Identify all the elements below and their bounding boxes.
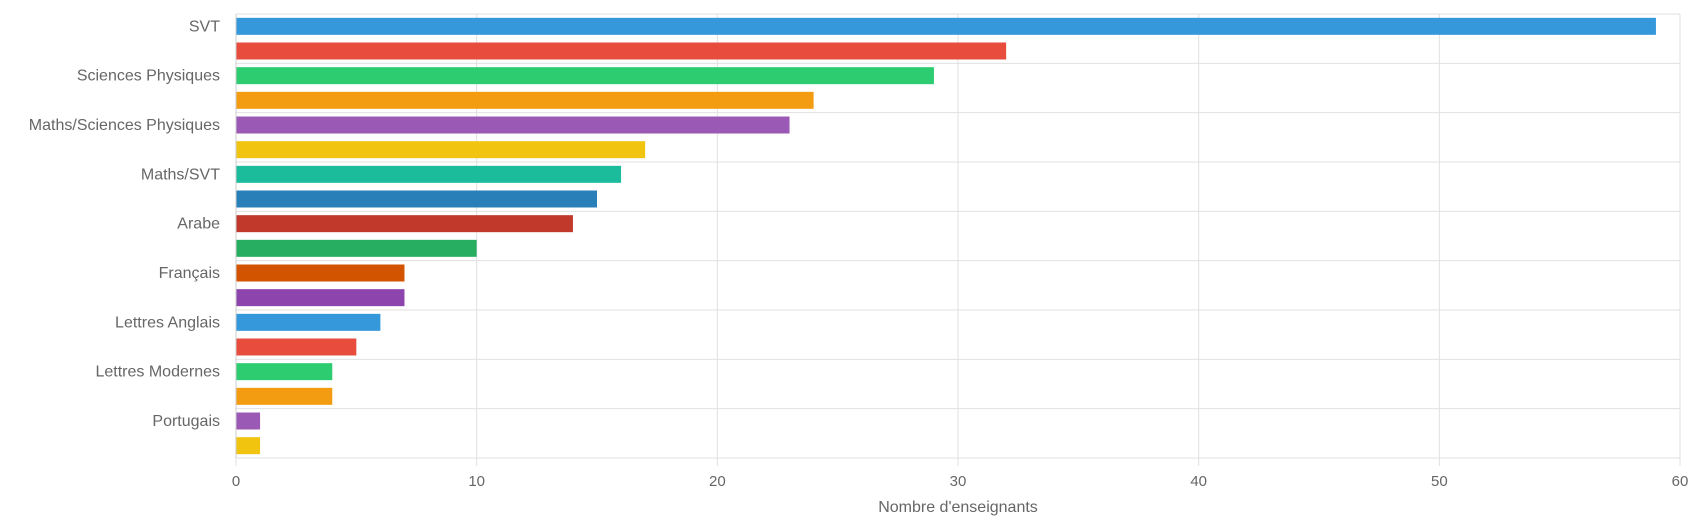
bar[interactable] xyxy=(236,141,646,159)
bar[interactable] xyxy=(236,412,261,430)
y-category-label: Lettres Modernes xyxy=(95,364,220,381)
x-tick-label: 20 xyxy=(709,473,726,490)
bar[interactable] xyxy=(236,116,790,134)
bar[interactable] xyxy=(236,239,477,257)
bar[interactable] xyxy=(236,289,405,307)
x-tick-label: 40 xyxy=(1190,473,1207,490)
x-tick-label: 60 xyxy=(1672,473,1689,490)
bar[interactable] xyxy=(236,313,381,331)
bar[interactable] xyxy=(236,387,333,405)
x-tick-label: 10 xyxy=(468,473,485,490)
x-tick-label: 30 xyxy=(950,473,967,490)
x-axis-title: Nombre d'enseignants xyxy=(878,499,1038,516)
y-category-label: SVT xyxy=(189,18,220,35)
x-tick-label: 0 xyxy=(232,473,240,490)
bar[interactable] xyxy=(236,437,261,455)
label-layer: 0 10 20 30 40 50 60 SVT Sciences Physiques Maths/… xyxy=(29,18,1689,490)
bar[interactable] xyxy=(236,363,333,381)
bar[interactable] xyxy=(236,165,622,183)
y-category-label: Portugais xyxy=(152,413,220,430)
bar-layer xyxy=(236,17,1656,455)
bar[interactable] xyxy=(236,17,1656,35)
y-category-label: Arabe xyxy=(177,216,220,233)
bar[interactable] xyxy=(236,91,814,109)
y-category-label: Lettres Anglais xyxy=(115,314,220,331)
bar[interactable] xyxy=(236,67,934,85)
y-category-label: Français xyxy=(159,265,220,282)
y-category-label: Maths/Sciences Physiques xyxy=(29,117,220,134)
bar[interactable] xyxy=(236,264,405,282)
x-tick-label: 50 xyxy=(1431,473,1448,490)
grid-layer xyxy=(235,13,1681,466)
bar[interactable] xyxy=(236,215,573,233)
y-category-label: Maths/SVT xyxy=(141,166,220,183)
bar[interactable] xyxy=(236,42,1007,60)
bar[interactable] xyxy=(236,338,357,356)
bar[interactable] xyxy=(236,190,597,208)
y-category-label: Sciences Physiques xyxy=(77,68,220,85)
